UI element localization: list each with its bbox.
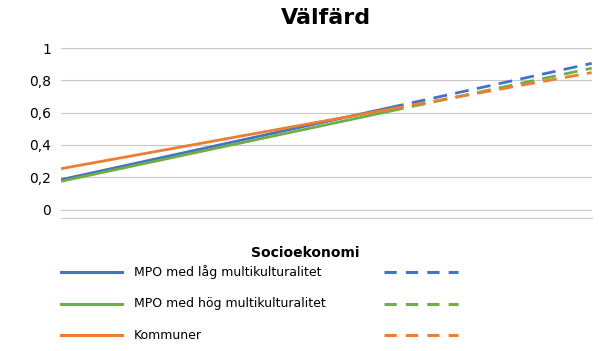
Text: MPO med hög multikulturalitet: MPO med hög multikulturalitet <box>134 297 326 310</box>
Text: Kommuner: Kommuner <box>134 329 202 342</box>
Text: MPO med låg multikulturalitet: MPO med låg multikulturalitet <box>134 265 321 279</box>
Title: Välfärd: Välfärd <box>281 8 371 28</box>
Text: Socioekonomi: Socioekonomi <box>251 246 359 260</box>
